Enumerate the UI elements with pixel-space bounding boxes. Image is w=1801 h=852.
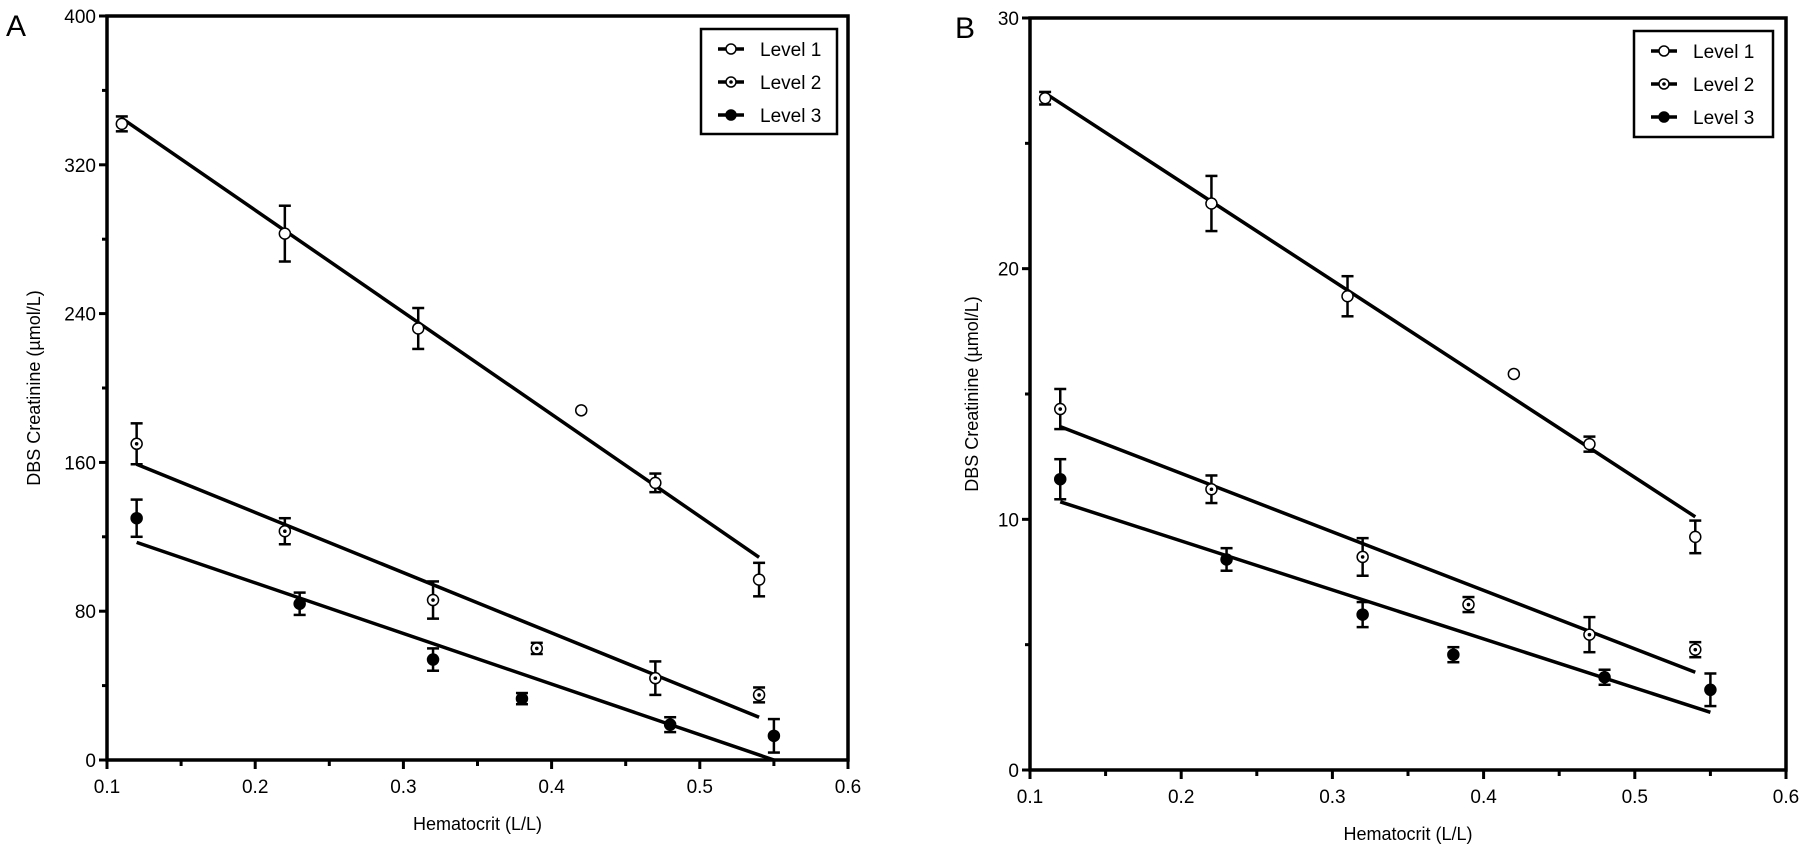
data-point — [1220, 553, 1233, 566]
y-tick-label: 10 — [998, 510, 1019, 531]
y-axis-label: DBS Creatinine (µmol/L) — [962, 296, 982, 491]
regression-line — [1059, 424, 1696, 674]
regression-line — [1044, 91, 1697, 519]
data-point-dot — [1209, 487, 1214, 492]
data-point-dot — [1466, 602, 1471, 607]
data-point — [1038, 91, 1052, 105]
series-level-1 — [1038, 90, 1702, 555]
legend-marker-open-circle-icon — [725, 43, 737, 55]
y-tick-label: 160 — [64, 453, 96, 474]
x-tick-label: 0.5 — [1622, 787, 1648, 808]
data-point — [663, 718, 677, 731]
series-level-2 — [130, 422, 766, 719]
x-tick-label: 0.2 — [1168, 787, 1194, 808]
data-point — [767, 729, 781, 743]
data-point — [115, 117, 129, 131]
data-point — [1356, 608, 1369, 621]
x-tick-label: 0.2 — [242, 777, 268, 798]
data-point — [426, 653, 440, 666]
legend-label: Level 3 — [1693, 108, 1754, 129]
panel-letter: B — [955, 12, 975, 45]
x-tick-label: 0.3 — [1319, 787, 1345, 808]
chart-panel-a: A 0 80 160 240 320 400 0.1 0.2 0.3 0.4 0.5 0.6 Hemato… — [6, 7, 861, 834]
series-level-3 — [130, 498, 781, 762]
data-point-dot — [1360, 555, 1365, 559]
data-point — [293, 597, 306, 611]
y-tick-label: 320 — [64, 156, 96, 177]
legend: Level 1 Level 2 Level 3 — [699, 27, 839, 136]
data-point — [752, 573, 766, 586]
legend-label: Level 1 — [1693, 42, 1754, 63]
data-point — [278, 227, 292, 240]
x-tick-label: 0.3 — [390, 777, 416, 798]
series-level-2 — [1053, 387, 1702, 674]
x-tick-label: 0.1 — [1017, 787, 1043, 808]
y-tick-label: 400 — [64, 7, 96, 28]
regression-line — [135, 462, 760, 719]
data-point — [1205, 197, 1218, 210]
x-tick-label: 0.4 — [538, 777, 565, 798]
chart-panel-b: B 0 10 20 30 0.1 0.2 0.3 0.4 0.5 0.6 Hematocrit (L/… — [955, 9, 1799, 844]
legend-label: Level 1 — [760, 40, 821, 61]
data-point — [649, 476, 662, 490]
x-tick-label: 0.6 — [1773, 787, 1799, 808]
legend-marker-filled-circle-icon — [725, 109, 737, 121]
legend-marker-filled-circle-icon — [1658, 111, 1670, 123]
data-point — [574, 404, 588, 417]
data-point-dot — [1587, 632, 1592, 637]
data-point — [130, 511, 143, 525]
y-tick-label: 0 — [85, 751, 96, 772]
data-point — [1053, 472, 1067, 486]
data-point — [1689, 530, 1702, 544]
data-point — [1704, 683, 1717, 697]
x-tick-label: 0.1 — [94, 777, 120, 798]
x-axis-label: Hematocrit (L/L) — [1343, 824, 1472, 844]
data-point — [411, 322, 425, 335]
y-tick-label: 20 — [998, 260, 1019, 281]
legend-marker-dotted-circle-icon-dot — [1662, 82, 1666, 86]
data-point — [1598, 671, 1611, 684]
x-tick-label: 0.5 — [687, 777, 713, 798]
regression-line — [136, 540, 775, 762]
data-point — [515, 692, 529, 705]
legend-label: Level 2 — [1693, 75, 1754, 96]
data-point-dot — [653, 676, 658, 680]
panel-letter: A — [6, 10, 26, 43]
data-point — [1583, 437, 1596, 451]
series-level-3 — [1053, 457, 1717, 715]
y-axis-label: DBS Creatinine (µmol/L) — [24, 290, 44, 485]
legend: Level 1 Level 2 Level 3 — [1632, 29, 1775, 139]
regression-line — [120, 116, 761, 559]
data-point-dot — [431, 598, 435, 602]
series-level-1 — [115, 115, 766, 598]
data-point-dot — [283, 529, 287, 534]
x-tick-label: 0.6 — [835, 777, 861, 798]
y-tick-label: 0 — [1008, 761, 1019, 782]
legend-label: Level 2 — [760, 73, 821, 94]
regression-line — [1059, 500, 1711, 715]
legend-label: Level 3 — [760, 106, 821, 127]
y-tick-label: 30 — [998, 9, 1019, 30]
data-point — [1507, 367, 1521, 381]
x-tick-label: 0.4 — [1470, 787, 1497, 808]
legend-marker-open-circle-icon — [1658, 45, 1670, 57]
data-point-dot — [1693, 647, 1698, 652]
data-point — [1447, 648, 1460, 661]
y-tick-label: 80 — [75, 602, 96, 623]
legend-marker-dotted-circle-icon-dot — [729, 80, 733, 84]
data-point-dot — [1058, 407, 1063, 411]
data-point-dot — [757, 693, 761, 697]
y-tick-label: 240 — [64, 305, 96, 326]
x-axis-label: Hematocrit (L/L) — [413, 814, 542, 834]
data-point — [1341, 289, 1354, 303]
data-point-dot — [534, 646, 539, 651]
data-point-dot — [134, 442, 139, 446]
